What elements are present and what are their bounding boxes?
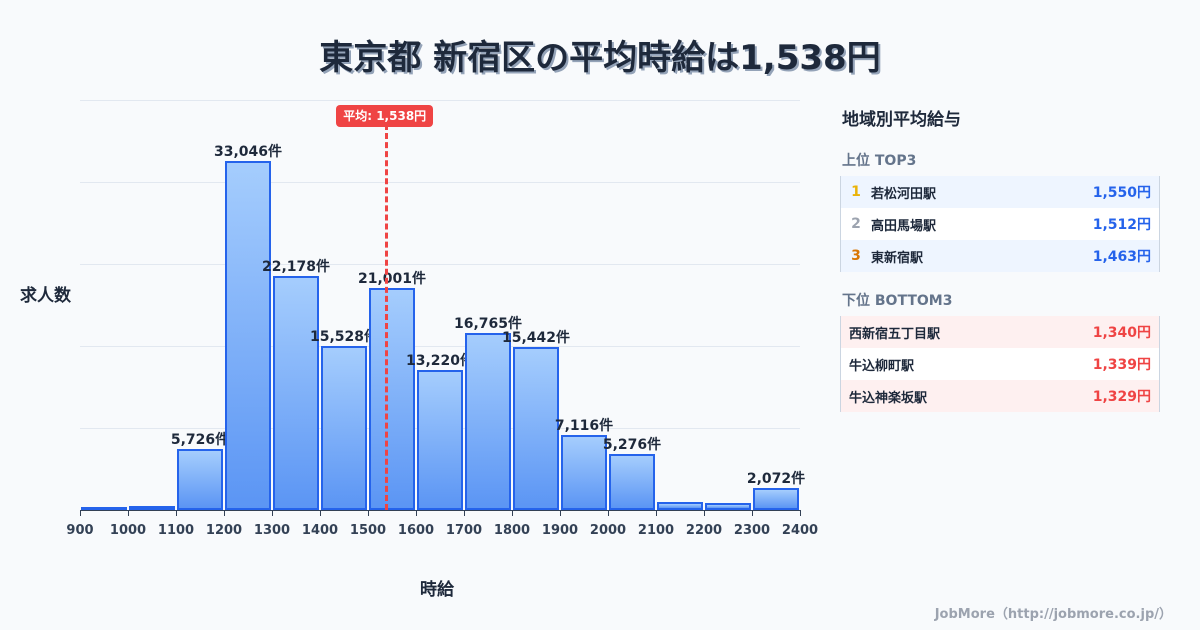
bar-value-label: 21,001件 [357,271,427,288]
x-tick [224,510,225,516]
x-tick-label: 1500 [349,523,387,538]
rank-number: 2 [851,216,861,232]
x-tick-label: 2400 [781,523,819,538]
x-tick [368,510,369,516]
bar-value-label: 15,528件 [309,328,379,345]
x-tick [80,510,81,516]
salary-value: 1,550円 [1092,185,1151,201]
x-tick-label: 1800 [493,523,531,538]
salary-value: 1,512円 [1092,217,1151,233]
bar-value-label: 5,726件 [170,432,230,449]
station-name: 牛込柳町駅 [849,358,915,374]
x-tick-label: 2200 [685,523,723,538]
station-name: 高田馬場駅 [871,218,937,234]
salary-value: 1,329円 [1092,389,1151,405]
x-tick [176,510,177,516]
x-tick [800,510,801,516]
histogram-bar [465,332,511,510]
salary-value: 1,463円 [1092,249,1151,265]
table-row: 2 高田馬場駅 1,512円 [841,208,1159,240]
x-tick-label: 2000 [589,523,627,538]
bar-value-label: 5,276件 [602,437,662,454]
x-tick-label: 2300 [733,523,771,538]
table-row: 牛込神楽坂駅 1,329円 [841,380,1159,412]
histogram-bar [129,506,175,511]
bar-value-label: 16,765件 [453,315,523,332]
histogram-bar [321,345,367,510]
x-tick-label: 1600 [397,523,435,538]
bottom3-heading: 下位 BOTTOM3 [842,293,953,309]
histogram-bar [417,370,463,510]
table-row: 西新宿五丁目駅 1,340円 [841,316,1159,348]
salary-value: 1,339円 [1092,357,1151,373]
x-tick [560,510,561,516]
histogram-bar [753,488,799,510]
histogram-bar [657,502,703,510]
grid-line [80,264,800,265]
x-tick-label: 900 [66,523,94,538]
footer-credit: JobMore（http://jobmore.co.jp/） [934,607,1172,622]
histogram-bar [609,454,655,510]
histogram-bar [369,288,415,510]
histogram-bar [225,160,271,510]
bar-value-label: 13,220件 [405,353,475,370]
x-axis-line [80,510,800,511]
histogram-bar [513,346,559,510]
x-tick [320,510,321,516]
x-tick-label: 1200 [205,523,243,538]
histogram-bar [561,434,607,510]
x-tick-label: 1700 [445,523,483,538]
x-tick [464,510,465,516]
table-row: 1 若松河田駅 1,550円 [841,176,1159,208]
x-tick [416,510,417,516]
top3-heading: 上位 TOP3 [842,153,917,169]
x-tick-label: 1000 [109,523,147,538]
bottom3-table: 西新宿五丁目駅 1,340円 牛込柳町駅 1,339円 牛込神楽坂駅 1,329… [840,316,1160,412]
grid-line [80,100,800,101]
grid-line [80,346,800,347]
table-row: 牛込柳町駅 1,339円 [841,348,1159,380]
station-name: 西新宿五丁目駅 [849,326,941,342]
x-tick-label: 1900 [541,523,579,538]
histogram-chart: 5,726件 33,046件 22,178件 15,528件 21,001件 13,220… [20,100,819,600]
top3-table: 1 若松河田駅 1,550円 2 高田馬場駅 1,512円 3 東新宿駅 1,4… [840,176,1160,272]
salary-value: 1,340円 [1092,325,1151,341]
station-name: 牛込神楽坂駅 [849,390,928,406]
bar-value-label: 15,442件 [501,329,571,346]
station-name: 東新宿駅 [871,250,924,266]
x-tick-label: 1300 [253,523,291,538]
x-tick-label: 1400 [301,523,339,538]
rank-number: 3 [851,248,861,264]
x-axis-label: 時給 [420,580,454,600]
x-tick [512,510,513,516]
histogram-bar [177,449,223,510]
x-tick [656,510,657,516]
bar-value-label: 22,178件 [261,258,331,275]
station-name: 若松河田駅 [871,186,937,202]
x-tick [128,510,129,516]
panel-title: 地域別平均給与 [842,110,961,130]
grid-line [80,182,800,183]
x-tick-label: 1100 [157,523,195,538]
table-row: 3 東新宿駅 1,463円 [841,240,1159,272]
x-tick [272,510,273,516]
histogram-bar [705,503,751,510]
x-tick [752,510,753,516]
bar-value-label: 33,046件 [213,143,283,160]
rank-number: 1 [851,184,861,200]
page-title: 東京都 新宿区の平均時給は1,538円 [319,38,881,78]
x-tick [704,510,705,516]
mean-line [385,124,389,510]
mean-badge: 平均: 1,538円 [336,105,434,127]
y-axis-label: 求人数 [20,286,71,306]
histogram-bar [273,275,319,510]
bar-value-label: 7,116件 [554,417,614,434]
x-tick-label: 2100 [637,523,675,538]
bar-value-label: 2,072件 [746,471,806,488]
x-tick [608,510,609,516]
